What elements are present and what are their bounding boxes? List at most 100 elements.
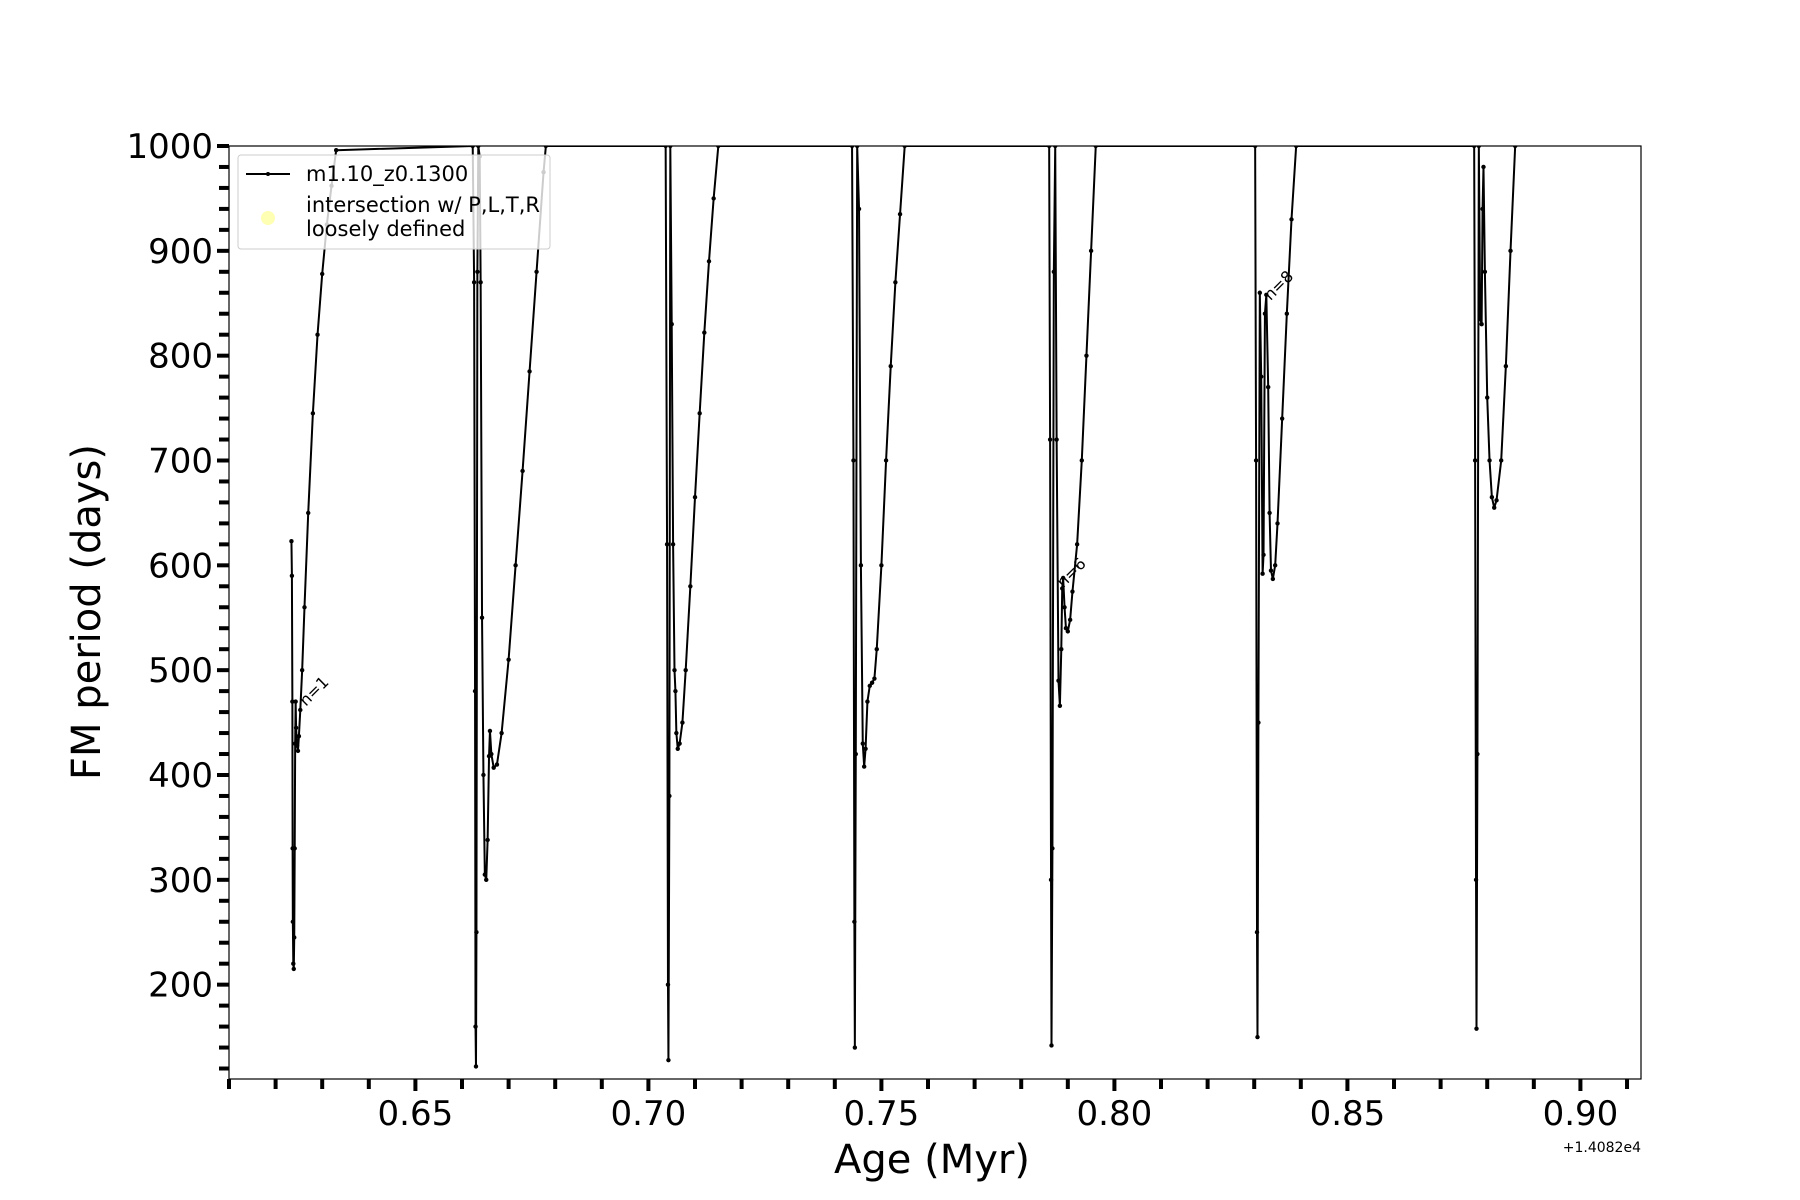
series-point	[1259, 374, 1264, 379]
series-point	[482, 872, 488, 877]
series-point	[310, 411, 316, 416]
series-point	[673, 688, 678, 694]
series-point	[534, 269, 539, 274]
series-point	[292, 846, 297, 851]
series-point	[1494, 498, 1499, 503]
series-point	[874, 646, 879, 652]
series-point	[677, 741, 682, 746]
series-point	[1057, 703, 1063, 708]
series-point	[872, 676, 877, 681]
series-point	[289, 573, 295, 579]
series-point	[290, 699, 295, 704]
series-point	[692, 494, 698, 500]
series-point	[1056, 678, 1061, 683]
series-point	[1260, 571, 1265, 576]
series-point	[1264, 292, 1269, 298]
series-point	[1487, 458, 1492, 463]
series-point	[294, 743, 300, 748]
series-point	[852, 919, 857, 924]
series-point	[1472, 458, 1478, 463]
series-point	[860, 741, 865, 746]
series-point	[1048, 877, 1054, 883]
series-point	[291, 966, 296, 972]
series-point	[1255, 1034, 1260, 1040]
y-tick-label: 900	[148, 232, 213, 272]
series-line	[290, 146, 1517, 1068]
x-axis-title: Age (Myr)	[834, 1137, 1030, 1183]
series-point	[856, 206, 862, 212]
series-point	[292, 935, 297, 940]
series-point	[1265, 384, 1271, 390]
series-point	[296, 734, 302, 739]
y-axis: 200 300 400 500 600 700 800 900 1000	[126, 127, 229, 1071]
series-point	[869, 680, 875, 685]
series-point	[888, 363, 893, 369]
series-point	[674, 730, 679, 736]
series-point	[1084, 353, 1089, 358]
series-point	[706, 259, 712, 264]
y-axis-title: FM period (days)	[64, 444, 110, 780]
series-point	[1054, 437, 1059, 442]
series-point	[1284, 311, 1290, 316]
series-point	[666, 1057, 671, 1063]
series-point	[472, 688, 478, 694]
series-point	[1060, 575, 1066, 581]
series-point	[478, 280, 483, 285]
series-point	[1503, 363, 1509, 369]
series-point	[1474, 1026, 1479, 1031]
series-point	[1060, 586, 1065, 591]
legend-line-swatch-marker	[266, 172, 270, 176]
legend-label-series: m1.10_z0.1300	[306, 162, 468, 187]
series-point	[299, 667, 305, 673]
series-point	[1289, 217, 1294, 222]
series-point	[879, 563, 884, 568]
series-point	[1279, 416, 1285, 421]
series-point	[1492, 505, 1497, 510]
series-point	[1254, 930, 1260, 935]
series-point	[474, 930, 479, 935]
series-point	[1051, 269, 1057, 274]
series-point	[473, 1064, 479, 1069]
series-point	[863, 746, 868, 751]
series-point	[333, 147, 339, 153]
x-axis: 0.65 0.70 0.75 0.80 0.85 0.90	[227, 1079, 1630, 1134]
legend-box	[237, 154, 551, 250]
x-tick-label: 0.90	[1543, 1094, 1619, 1134]
series-point	[688, 584, 693, 589]
series-point	[1267, 510, 1272, 516]
y-tick-label: 700	[148, 441, 213, 481]
series-point	[1508, 248, 1513, 254]
series-point	[471, 280, 477, 285]
x-tick-label: 0.80	[1077, 1094, 1153, 1134]
series-point	[702, 330, 707, 335]
series-point	[291, 961, 296, 966]
plot-frame	[228, 145, 1642, 1080]
y-tick-label: 800	[148, 337, 213, 377]
series-point	[1049, 1043, 1054, 1048]
legend-label-intersection: intersection w/ P,L,T,R	[306, 193, 540, 217]
series-point	[1253, 458, 1259, 463]
series-point	[1481, 164, 1486, 170]
series-point	[1261, 552, 1266, 558]
series-point	[306, 510, 311, 516]
series-point	[1485, 395, 1490, 400]
legend: m1.10_z0.1300 intersection w/ P,L,T,R lo…	[237, 154, 551, 250]
series-point	[499, 730, 504, 736]
series-point	[295, 748, 301, 754]
series-point	[1062, 605, 1067, 610]
series-point	[867, 683, 872, 689]
series-point	[1070, 589, 1075, 594]
x-tick-label: 0.70	[611, 1094, 687, 1134]
x-tick-label: 0.85	[1310, 1094, 1386, 1134]
series-point	[1088, 248, 1094, 254]
series-point	[1475, 751, 1480, 757]
series-point	[858, 563, 864, 568]
series-point	[665, 982, 671, 987]
series-point	[473, 1024, 478, 1029]
series-point	[883, 458, 889, 463]
series-point	[1059, 646, 1064, 652]
series-point	[1047, 437, 1053, 442]
series-point	[1473, 877, 1479, 883]
y-tick-label: 500	[148, 651, 213, 691]
